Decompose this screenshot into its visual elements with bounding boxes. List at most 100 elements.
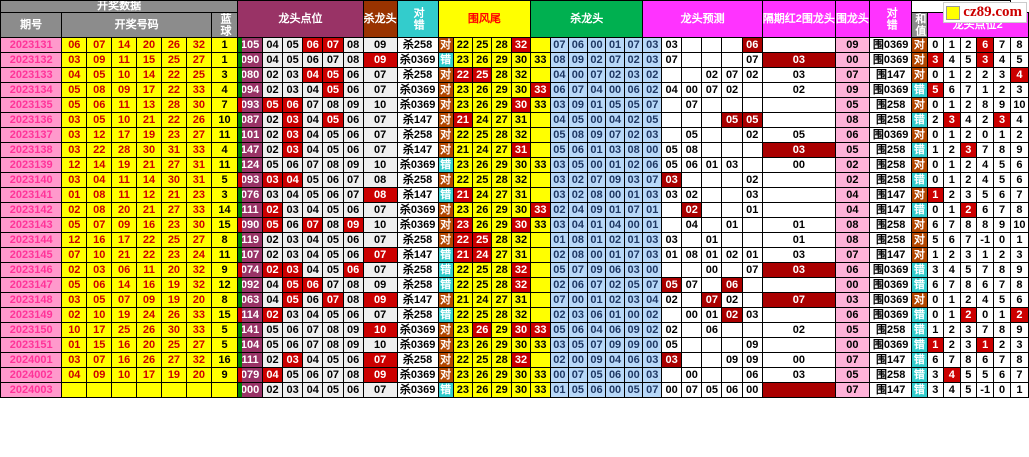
cell-sum: 093 xyxy=(237,172,263,188)
cell-issue[interactable]: 2023144 xyxy=(0,232,63,248)
cell-shalongtou-6: 03 xyxy=(642,127,663,143)
cell-geqi-hong2: 02 xyxy=(834,172,870,188)
cell-pos-6: 10 xyxy=(362,157,398,173)
cell-issue[interactable]: 2023149 xyxy=(0,307,63,323)
cell-ball-5: 19 xyxy=(160,367,187,383)
cell-ball-1: 03 xyxy=(61,172,88,188)
cell-pos2-1: 0 xyxy=(926,37,945,53)
cell-pos-6: 07 xyxy=(362,112,398,128)
cell-weifengwei-3: 28 xyxy=(491,232,512,248)
cell-shalongtou-4: 04 xyxy=(605,112,625,128)
cell-issue[interactable]: 2023135 xyxy=(0,97,63,113)
cell-shalongtou-5: 02 xyxy=(623,127,644,143)
cell-pos-2: 03 xyxy=(282,247,304,263)
cell-pos2-2: 1 xyxy=(943,292,961,308)
cell-shalongtou-3: 00 xyxy=(586,37,607,53)
cell-pos-2: 04 xyxy=(282,187,304,203)
cell-predict-5: 06 xyxy=(741,37,763,53)
cell-duicuo-2: 错 xyxy=(911,112,928,128)
cell-ball-1: 02 xyxy=(61,202,88,218)
cell-pos2-2: 1 xyxy=(943,37,961,53)
cell-predict-6 xyxy=(761,172,836,188)
cell-predict-4: 02 xyxy=(721,82,743,98)
cell-shalongtou-4: 03 xyxy=(605,142,625,158)
cell-issue[interactable]: 2023140 xyxy=(0,172,63,188)
cell-pos2-2: 4 xyxy=(943,382,961,398)
cell-issue[interactable]: 2023145 xyxy=(0,247,63,263)
cell-pos-6: 09 xyxy=(362,37,398,53)
red-strip-icon xyxy=(238,98,243,112)
cell-pos-3: 06 xyxy=(302,367,324,383)
cell-weifengwei-1: 21 xyxy=(452,142,474,158)
cell-weifengwei-5: 33 xyxy=(530,367,551,383)
cell-pos2-3: 7 xyxy=(959,82,978,98)
cell-predict-2: 07 xyxy=(681,277,703,293)
cell-ball-2: 10 xyxy=(86,307,113,323)
cell-weifengwei-1: 22 xyxy=(452,127,474,143)
cell-pos-5: 09 xyxy=(342,157,364,173)
cell-issue[interactable]: 2023138 xyxy=(0,142,63,158)
cell-sum: 101 xyxy=(237,127,263,143)
cell-predict-3: 01 xyxy=(701,247,723,263)
cell-issue[interactable]: 2023133 xyxy=(0,67,63,83)
cell-duicuo-1: 对 xyxy=(437,112,454,128)
cell-pos-5: 07 xyxy=(342,187,364,203)
cell-shalongtou-1: 07 xyxy=(549,292,570,308)
cell-issue[interactable]: 2023151 xyxy=(0,337,63,353)
cell-shalongtou-6: 00 xyxy=(642,262,663,278)
table-row: 2023133 04 05 10 14 22 25 3 080 02 03 04 05 06 07 杀258 对… xyxy=(0,67,1029,83)
cell-wei-longtou: 围147 xyxy=(868,202,913,218)
cell-ball-6: 32 xyxy=(185,277,212,293)
cell-shalongtou-2: 06 xyxy=(568,277,588,293)
cell-shalongtou-6: 00 xyxy=(642,142,663,158)
cell-predict-4 xyxy=(721,187,743,203)
red-strip-icon xyxy=(238,308,243,322)
cell-ball-2: 17 xyxy=(86,322,113,338)
cell-issue[interactable]: 2024002 xyxy=(0,367,63,383)
cell-issue[interactable]: 2023150 xyxy=(0,322,63,338)
cell-shalongtou-4: 01 xyxy=(605,202,625,218)
cell-issue[interactable]: 2023147 xyxy=(0,277,63,293)
cell-weifengwei-4: 32 xyxy=(510,37,532,53)
cell-ball-1: 03 xyxy=(61,142,88,158)
cell-issue[interactable]: 2024001 xyxy=(0,352,63,368)
cell-shalongtou-3: 01 xyxy=(586,97,607,113)
table-row: 2023150 10 17 25 26 30 33 5 141 05 06 07 08 09 10 杀0369… xyxy=(0,322,1029,338)
cell-pos-1: 04 xyxy=(261,367,284,383)
cell-issue[interactable]: 2024003 xyxy=(0,382,63,398)
cell-weifengwei-5: 33 xyxy=(530,322,551,338)
cell-issue[interactable]: 2023132 xyxy=(0,52,63,68)
cell-pos-3: 04 xyxy=(302,307,324,323)
cell-pos-2: 04 xyxy=(282,172,304,188)
green-strip-icon xyxy=(238,53,243,67)
cell-pos2-6: 8 xyxy=(1009,277,1029,293)
cell-pos-6: 07 xyxy=(362,67,398,83)
cell-predict-3: 01 xyxy=(701,157,723,173)
cell-pos-1: 02 xyxy=(261,352,284,368)
cell-pos-6: 09 xyxy=(362,52,398,68)
cell-issue[interactable]: 2023134 xyxy=(0,82,63,98)
cell-issue[interactable]: 2023139 xyxy=(0,157,63,173)
cell-issue[interactable]: 2023141 xyxy=(0,187,63,203)
cell-issue[interactable]: 2023136 xyxy=(0,112,63,128)
cell-predict-2: 02 xyxy=(681,202,703,218)
cell-weifengwei-2: 26 xyxy=(472,97,493,113)
cell-weifengwei-2: 26 xyxy=(472,202,493,218)
cell-issue[interactable]: 2023148 xyxy=(0,292,63,308)
cell-pos-4: 07 xyxy=(322,37,344,53)
cell-issue[interactable]: 2023131 xyxy=(0,37,63,53)
cell-weifengwei-1: 23 xyxy=(452,367,474,383)
cell-pos2-6: 8 xyxy=(1009,352,1029,368)
site-logo[interactable]: cz89.com xyxy=(943,2,1027,23)
green-strip-icon xyxy=(238,188,243,202)
cell-pos-3: 04 xyxy=(302,112,324,128)
cell-shalongtou-4: 09 xyxy=(605,172,625,188)
cell-blue-ball: 7 xyxy=(210,97,239,113)
green-strip-icon xyxy=(238,83,243,97)
cell-issue[interactable]: 2023146 xyxy=(0,262,63,278)
cell-ball-3 xyxy=(111,382,138,398)
cell-issue[interactable]: 2023143 xyxy=(0,217,63,233)
cell-issue[interactable]: 2023137 xyxy=(0,127,63,143)
cell-issue[interactable]: 2023142 xyxy=(0,202,63,218)
cell-pos2-3: 3 xyxy=(959,142,978,158)
